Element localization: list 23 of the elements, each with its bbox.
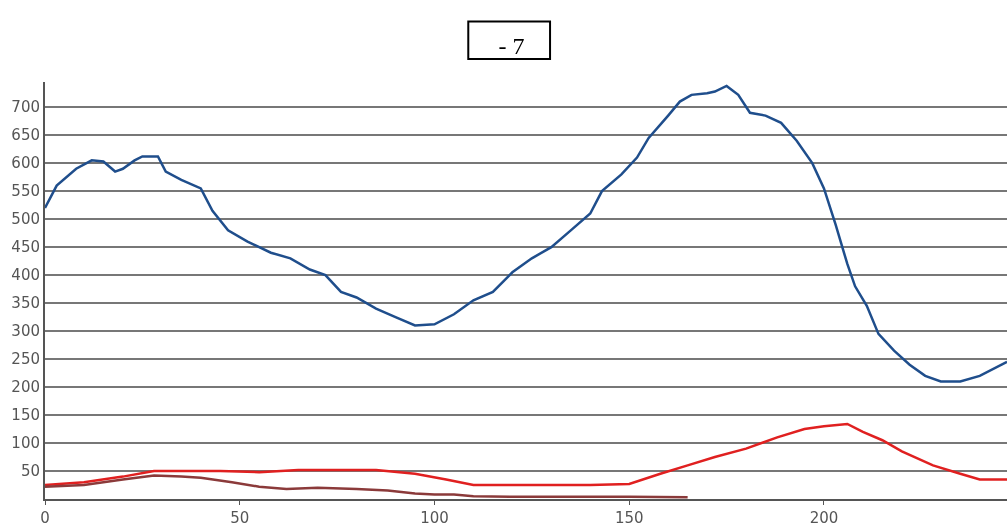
line-series (45, 422, 1007, 487)
y-tick-label: 500 (11, 210, 40, 229)
y-tick-label: 650 (11, 126, 40, 145)
x-tick-label: 150 (614, 509, 644, 527)
x-tick-label: 50 (230, 509, 250, 527)
y-tick-label: 700 (11, 98, 40, 117)
y-tick-label: 200 (11, 378, 40, 397)
y-tick-label: 550 (11, 182, 40, 201)
y-tick-label: 300 (11, 322, 40, 341)
y-tick-label: 50 (20, 462, 40, 481)
y-tick-label: 350 (11, 294, 40, 313)
x-tick-label: 0 (40, 509, 50, 527)
y-tick-label: 450 (11, 238, 40, 257)
line-series (45, 84, 1007, 383)
x-tick-label: 100 (420, 509, 449, 527)
y-tick-label: 600 (11, 154, 40, 173)
chart-title: - 7 (498, 32, 525, 59)
x-tick-label: 200 (809, 509, 839, 527)
y-tick-label: 400 (11, 266, 40, 285)
y-tick-label: 150 (11, 406, 40, 425)
y-tick-label: 250 (11, 350, 40, 369)
y-tick-label: 100 (11, 434, 40, 453)
line-series (45, 474, 689, 499)
